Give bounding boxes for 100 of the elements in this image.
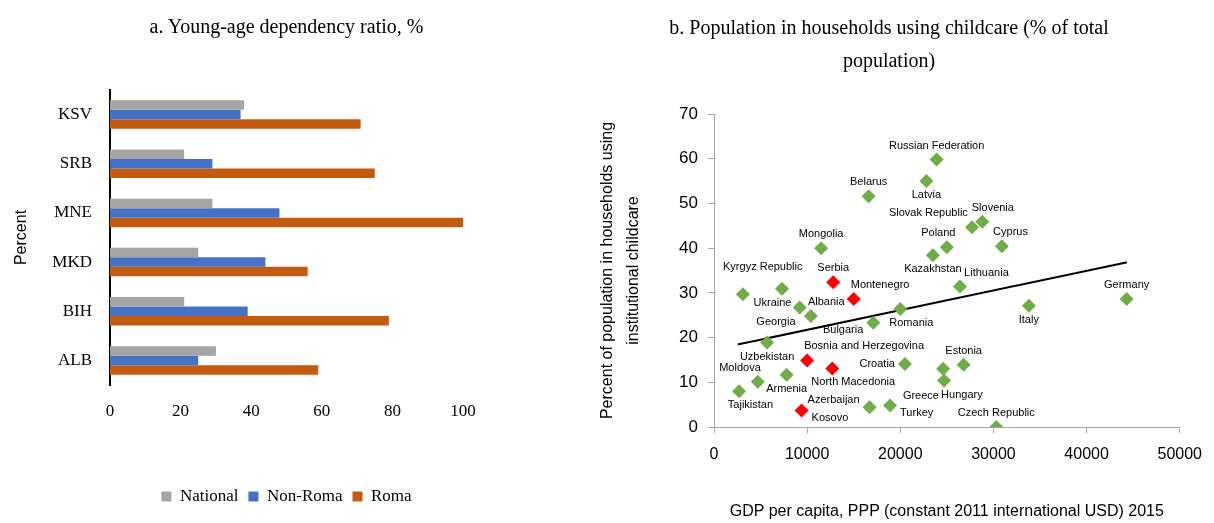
bar [110,119,361,129]
bar [110,208,280,218]
data-label: Slovak Republic [888,206,969,219]
legend-label: National [179,485,239,505]
y-tick-label: MNE [54,202,92,222]
data-label: Ukraine [753,295,792,308]
y-tick-label: 50 [679,193,698,213]
point [939,240,954,255]
bar [110,296,185,307]
x-tick-label: 50000 [1157,445,1203,463]
x-tick-label: 20000 [878,445,923,463]
data-label: Kosovo [811,410,849,423]
point [803,309,818,324]
point [897,356,912,371]
point [794,403,809,418]
point [735,287,750,302]
data-label: Czech Republic [957,406,1036,419]
data-label: Moldova [719,360,762,373]
bar [110,257,266,267]
data-label: Russian Federation [888,138,985,151]
point [825,361,840,376]
data-label: Montenegro [850,278,910,291]
x-tick-label: 40 [242,400,260,420]
x-tick-label: 20 [172,400,190,420]
point [952,279,967,294]
bar [110,316,389,326]
bar [110,168,375,179]
bar [110,159,213,169]
x-tick-label: 10000 [784,445,830,463]
point [1021,298,1036,313]
y-tick-label: KSV [57,104,93,124]
data-label: Germany [1104,278,1150,291]
point [862,400,877,415]
data-label: Latvia [911,188,942,201]
legend-label: Non-Roma [266,485,343,505]
point [775,281,789,296]
bar [110,198,213,209]
point [956,357,971,372]
point [1119,292,1134,307]
point [937,373,952,388]
bar [110,247,199,258]
x-tick-label: 0 [709,445,719,463]
data-label: Serbia [817,261,851,274]
point [732,384,747,399]
data-label: Mongolia [798,227,845,240]
data-label: Greece [902,388,939,401]
point [883,398,898,413]
bar [110,266,308,277]
legend-label: Roma [370,485,413,505]
x-axis-title: GDP per capita, PPP (constant 2011 international USD) 2015 [729,502,1164,520]
point [975,214,990,229]
x-tick-label: 30000 [971,445,1016,463]
point [750,374,765,389]
data-label: Uzbekistan [739,349,795,362]
data-label: Estonia [945,343,983,356]
bar [110,365,319,375]
bar [110,355,199,366]
data-label: Hungary [941,387,984,400]
chart-title: a. Young-age dependency ratio, % [149,15,424,39]
y-tick-label: SRB [59,153,92,173]
point [760,335,775,350]
data-label: Turkey [900,405,934,418]
data-label: Croatia [859,356,896,369]
y-axis-title: Percent of population in households using institutional childcare [598,121,641,420]
y-tick-label: MKD [52,251,92,271]
point [919,174,934,189]
point [866,315,881,330]
y-tick-label: ALB [58,349,92,369]
data-label: Bosnia and Herzegovina [804,339,925,352]
point [925,248,940,263]
data-label: Belarus [849,175,888,188]
point [846,292,861,307]
data-label: Slovenia [971,200,1015,213]
x-tick-label: 100 [450,400,476,420]
bar [110,306,248,316]
y-tick-label: 40 [679,237,698,257]
data-label: Armenia [766,381,809,394]
y-tick-label: 0 [688,416,698,436]
data-label: Lithuania [964,265,1010,278]
x-tick-label: 80 [383,400,401,420]
point [861,189,876,204]
bar [110,109,241,120]
point [814,241,829,256]
data-label: Tajikistan [727,398,774,411]
y-tick-label: BIH [62,300,92,320]
data-label: Romania [889,315,935,328]
point [929,152,944,167]
point [893,301,908,316]
point [936,361,951,376]
data-label: Bulgaria [822,323,865,336]
bar [110,217,463,228]
data-label: Italy [1018,312,1040,325]
x-tick-label: 40000 [1064,445,1109,463]
point [792,300,807,315]
point [779,367,794,382]
bar [110,149,185,159]
x-tick-label: 60 [313,400,331,420]
data-label: North Macedonia [811,375,896,388]
data-label: Poland [921,226,956,239]
bar [110,100,245,110]
